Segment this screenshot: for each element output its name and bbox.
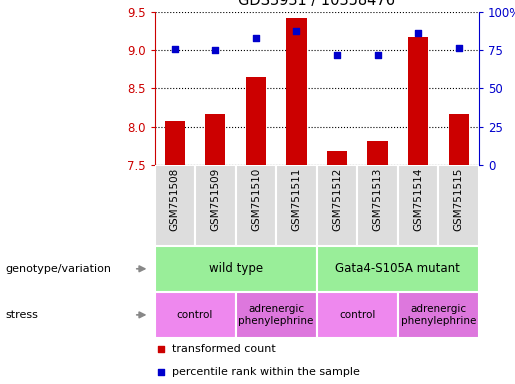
Bar xyxy=(236,292,317,338)
Bar xyxy=(317,165,357,246)
Bar xyxy=(154,246,317,292)
Point xyxy=(455,45,463,51)
Text: GSM751513: GSM751513 xyxy=(372,167,383,231)
Bar xyxy=(408,37,428,165)
Bar xyxy=(165,121,185,165)
Bar xyxy=(327,151,347,165)
Point xyxy=(293,28,301,35)
Text: transformed count: transformed count xyxy=(173,344,276,354)
Bar xyxy=(195,165,236,246)
Point xyxy=(414,30,422,36)
Text: stress: stress xyxy=(5,310,38,320)
Point xyxy=(157,369,165,376)
Bar xyxy=(449,114,469,165)
Text: Gata4-S105A mutant: Gata4-S105A mutant xyxy=(335,262,460,275)
Point xyxy=(252,35,260,41)
Bar xyxy=(317,292,398,338)
Text: adrenergic
phenylephrine: adrenergic phenylephrine xyxy=(401,304,476,326)
Bar xyxy=(236,165,276,246)
Bar xyxy=(276,165,317,246)
Text: adrenergic
phenylephrine: adrenergic phenylephrine xyxy=(238,304,314,326)
Bar xyxy=(438,165,479,246)
Bar xyxy=(154,292,236,338)
Bar xyxy=(367,141,388,165)
Text: GSM751510: GSM751510 xyxy=(251,167,261,231)
Point xyxy=(373,51,382,58)
Point xyxy=(170,46,179,52)
Bar xyxy=(398,165,438,246)
Text: GSM751508: GSM751508 xyxy=(170,167,180,231)
Text: control: control xyxy=(339,310,375,320)
Bar xyxy=(286,18,306,165)
Text: GSM751509: GSM751509 xyxy=(210,167,220,231)
Bar xyxy=(205,114,226,165)
Point xyxy=(333,52,341,58)
Text: control: control xyxy=(177,310,213,320)
Text: GSM751512: GSM751512 xyxy=(332,167,342,231)
Bar xyxy=(317,246,479,292)
Bar xyxy=(398,292,479,338)
Bar xyxy=(357,165,398,246)
Text: wild type: wild type xyxy=(209,262,263,275)
Text: GSM751511: GSM751511 xyxy=(291,167,301,231)
Point xyxy=(211,46,219,53)
Text: genotype/variation: genotype/variation xyxy=(5,264,111,274)
Bar xyxy=(154,165,195,246)
Title: GDS3931 / 10358476: GDS3931 / 10358476 xyxy=(238,0,395,8)
Bar xyxy=(246,77,266,165)
Text: GSM751515: GSM751515 xyxy=(454,167,464,231)
Text: percentile rank within the sample: percentile rank within the sample xyxy=(173,367,360,377)
Point xyxy=(157,346,165,353)
Text: GSM751514: GSM751514 xyxy=(413,167,423,231)
